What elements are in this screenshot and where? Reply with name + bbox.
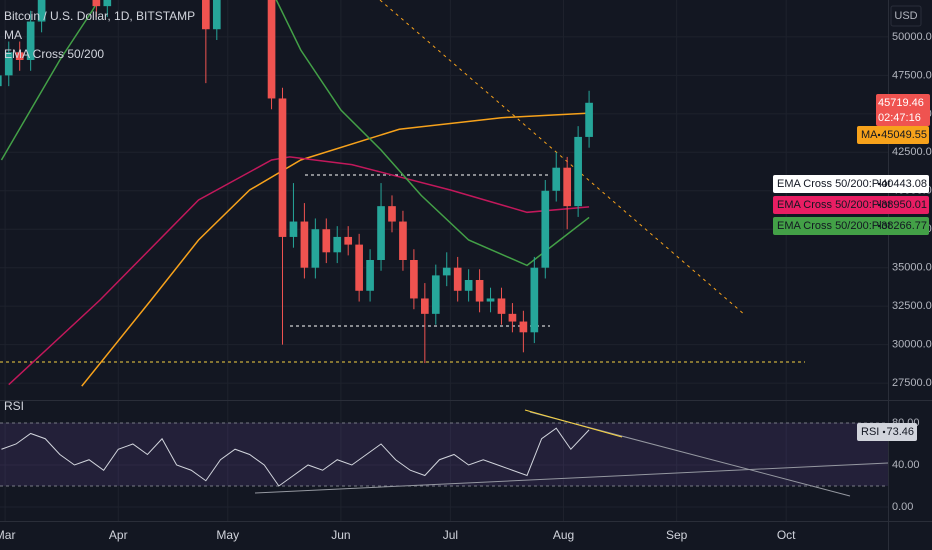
candle-body bbox=[530, 267, 539, 333]
candle-body bbox=[4, 52, 13, 76]
candle-body bbox=[442, 267, 451, 276]
candle-body bbox=[519, 321, 528, 333]
y-tick-label: 27500.00 bbox=[892, 377, 932, 389]
rsi-trend-line bbox=[524, 409, 623, 438]
price-pane bbox=[0, 0, 805, 387]
candle-body bbox=[333, 236, 342, 253]
candle-body bbox=[574, 136, 582, 207]
candle-body bbox=[486, 298, 495, 302]
rsi-legend: RSI bbox=[4, 399, 24, 413]
candle-body bbox=[278, 98, 287, 237]
candle-body bbox=[311, 229, 320, 268]
currency[interactable]: USD bbox=[894, 10, 917, 22]
rsi-band bbox=[0, 422, 888, 486]
candle-body bbox=[289, 221, 298, 237]
candle-body bbox=[552, 167, 561, 191]
rsi-trend-line bbox=[254, 462, 889, 494]
moving-average bbox=[8, 156, 590, 386]
candle-body bbox=[377, 206, 385, 260]
y-tick-label: 30000.00 bbox=[892, 339, 932, 351]
rsi-value-name: RSI bbox=[861, 426, 879, 438]
scale-label-box bbox=[857, 126, 929, 144]
separator-dot bbox=[877, 224, 881, 228]
indicator-legend: EMA Cross 50/200 bbox=[4, 47, 104, 61]
x-tick-label: Aug bbox=[553, 528, 574, 542]
candle-body bbox=[410, 260, 418, 299]
separator-dot bbox=[882, 430, 886, 434]
x-tick-label: Oct bbox=[777, 528, 796, 542]
candle-body bbox=[388, 206, 396, 222]
candle-body bbox=[267, 0, 276, 99]
rsi-tick-label: 0.00 bbox=[892, 501, 913, 513]
x-tick-label: Jul bbox=[443, 528, 458, 542]
scale-label-value: 38266.77 bbox=[881, 220, 927, 232]
scale-label-name: EMA Cross 50/200:Plot bbox=[777, 178, 891, 190]
candle-body bbox=[322, 229, 331, 253]
candle-body bbox=[15, 52, 24, 60]
rsi-value: 73.46 bbox=[886, 426, 914, 438]
x-tick-label: May bbox=[216, 528, 239, 542]
scale-label-value: 45049.55 bbox=[881, 129, 927, 141]
rsi-pane bbox=[0, 422, 888, 487]
candle-body bbox=[431, 275, 440, 314]
separator-dot bbox=[877, 203, 881, 207]
candle-body bbox=[453, 267, 462, 291]
indicator-legend: MA bbox=[4, 28, 22, 42]
candle-body bbox=[300, 221, 309, 268]
scale-label-name: EMA Cross 50/200:Plot bbox=[777, 199, 891, 211]
candle-body bbox=[103, 0, 112, 7]
candle-body bbox=[421, 298, 429, 314]
candle-body bbox=[541, 190, 550, 268]
symbol-title: Bitcoin / U.S. Dollar, 1D, BITSTAMP bbox=[4, 9, 195, 23]
candle-body bbox=[202, 0, 210, 30]
countdown: 02:47:16 bbox=[878, 112, 921, 124]
separator-dot bbox=[877, 133, 881, 137]
scale-label-value: 38950.01 bbox=[881, 199, 927, 211]
y-tick-label: 42500.00 bbox=[892, 146, 932, 158]
rsi-value-box bbox=[857, 423, 917, 441]
x-tick-label: Sep bbox=[666, 528, 688, 542]
last-price: 45719.46 bbox=[878, 97, 924, 109]
x-tick-label: Mar bbox=[0, 528, 15, 542]
candle-body bbox=[399, 221, 407, 260]
moving-average bbox=[0, 0, 590, 267]
grid bbox=[0, 0, 888, 521]
candle-body bbox=[366, 260, 374, 291]
candle-body bbox=[26, 21, 35, 61]
rsi-line bbox=[1, 427, 590, 487]
scale-label-name: EMA Cross 50/200:Plot bbox=[777, 220, 891, 232]
moving-average bbox=[81, 112, 590, 387]
scale-label-name: MA bbox=[861, 129, 878, 141]
rsi-drawings bbox=[254, 409, 889, 497]
candle-body bbox=[497, 298, 506, 314]
x-tick-label: Apr bbox=[109, 528, 128, 542]
candle-body bbox=[344, 236, 353, 245]
x-tick-label: Jun bbox=[331, 528, 350, 542]
candle-body bbox=[92, 0, 101, 7]
candle-body bbox=[464, 280, 473, 291]
scale-label-value: 40443.08 bbox=[881, 178, 927, 190]
candle-body bbox=[585, 102, 593, 137]
y-tick-label: 47500.00 bbox=[892, 69, 932, 81]
separator-dot bbox=[877, 182, 881, 186]
candle-body bbox=[212, 0, 221, 30]
candle-body bbox=[0, 75, 2, 87]
y-tick-label: 50000.00 bbox=[892, 31, 932, 43]
scale-label-box bbox=[773, 217, 929, 235]
rsi-tick-label: 40.00 bbox=[892, 459, 920, 471]
candle-body bbox=[508, 313, 517, 322]
y-tick-label: 35000.00 bbox=[892, 262, 932, 274]
last-price-box bbox=[876, 94, 930, 126]
y-tick-label: 32500.00 bbox=[892, 300, 932, 312]
candle-body bbox=[37, 0, 46, 22]
candle-body bbox=[563, 167, 572, 207]
currency-button[interactable] bbox=[890, 5, 922, 27]
trend-line bbox=[379, 0, 746, 316]
scale-label-box bbox=[773, 196, 929, 214]
candle-body bbox=[475, 280, 484, 302]
scale-label-box bbox=[773, 175, 929, 193]
candle-body bbox=[355, 244, 363, 291]
